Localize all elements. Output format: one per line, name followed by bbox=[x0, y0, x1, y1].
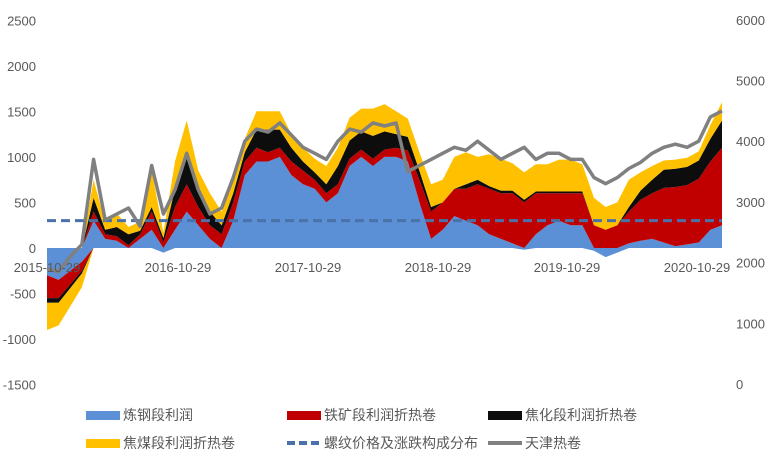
right-tick-label: 5000 bbox=[736, 74, 765, 89]
tianjin-hrc-line bbox=[46, 109, 723, 274]
area-neg-焦化段利润折热卷 bbox=[47, 248, 722, 303]
right-tick-label: 4000 bbox=[736, 134, 765, 149]
stacked-areas bbox=[47, 102, 722, 330]
left-tick-label: 2000 bbox=[7, 59, 36, 74]
x-tick-label: 2016-10-29 bbox=[145, 260, 212, 275]
area-焦化段利润折热卷 bbox=[47, 120, 722, 248]
left-axis: 2500 2000 1500 1000 500 0 -500 -1000 -1500 bbox=[3, 13, 36, 392]
area-铁矿段利润折热卷 bbox=[47, 147, 722, 248]
left-tick-label: -1000 bbox=[3, 332, 36, 347]
right-tick-label: 3000 bbox=[736, 195, 765, 210]
left-tick-label: 0 bbox=[29, 241, 36, 256]
left-tick-label: -1500 bbox=[3, 378, 36, 393]
area-炼钢段利润 bbox=[47, 156, 722, 248]
right-axis: 6000 5000 4000 3000 2000 1000 0 bbox=[736, 13, 765, 392]
left-tick-label: 1000 bbox=[7, 150, 36, 165]
left-tick-label: 2500 bbox=[7, 13, 36, 28]
left-tick-label: -500 bbox=[10, 287, 36, 302]
right-tick-label: 2000 bbox=[736, 256, 765, 271]
x-tick-label: 2017-10-29 bbox=[275, 260, 342, 275]
left-tick-label: 500 bbox=[14, 195, 36, 210]
x-tick-label: 2015-10-29 bbox=[14, 260, 81, 275]
left-tick-label: 1500 bbox=[7, 104, 36, 119]
x-tick-label: 2020-10-29 bbox=[664, 260, 731, 275]
x-tick-label: 2019-10-29 bbox=[534, 260, 601, 275]
x-axis: 2015-10-29 2016-10-29 2017-10-29 2018-10-29… bbox=[14, 260, 731, 275]
x-tick-label: 2018-10-29 bbox=[405, 260, 472, 275]
right-tick-label: 6000 bbox=[736, 13, 765, 28]
right-tick-label: 0 bbox=[736, 377, 743, 392]
line-series bbox=[46, 109, 723, 274]
right-tick-label: 1000 bbox=[736, 316, 765, 331]
